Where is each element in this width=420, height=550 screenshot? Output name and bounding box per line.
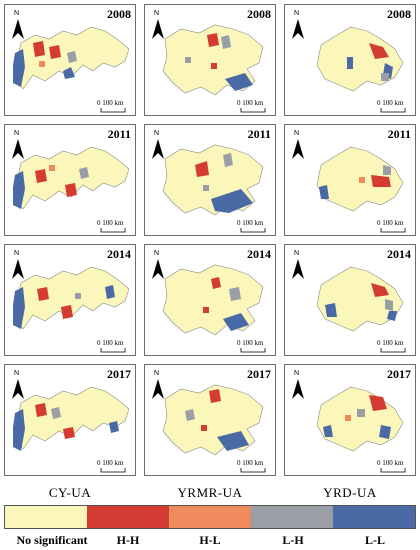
map-panel-yrmr-2011: N 2011 0 100 km	[144, 124, 276, 236]
map-panel-yrd-2011: N 2011 0 100 km	[284, 124, 416, 236]
scale-bar: 0 100 km	[237, 99, 269, 113]
yrd-ua-map	[316, 386, 404, 452]
yrmr-ua-map	[162, 384, 264, 456]
map-panel-cy-2017: N 2017 0 100 km	[4, 364, 136, 476]
year-label: 2014	[107, 247, 131, 261]
yrd-ua-map	[316, 146, 404, 212]
year-label: 2008	[247, 7, 271, 21]
legend-swatch-ll	[333, 506, 415, 528]
scale-bar: 0 100 km	[237, 459, 269, 473]
legend-label-no-significant: No significant	[16, 533, 88, 547]
north-arrow-icon: N	[151, 250, 165, 281]
cy-ua-map	[13, 266, 130, 330]
scale-bar: 0 100 km	[377, 459, 409, 473]
cy-ua-map	[13, 26, 130, 90]
yrmr-ua-map	[162, 24, 264, 96]
year-label: 2017	[107, 367, 131, 381]
cy-ua-map	[13, 386, 130, 451]
column-header-yrd-ua: YRD-UA	[323, 485, 377, 500]
north-arrow-icon: N	[291, 130, 305, 161]
north-arrow-icon: N	[11, 10, 25, 41]
map-grid: N 2008 0 100 km N 2008 0 100 km	[4, 4, 416, 476]
map-panel-yrd-2014: N 2014 0 100 km	[284, 244, 416, 356]
year-label: 2014	[387, 247, 411, 261]
legend-label-ll: L-L	[364, 533, 385, 547]
north-arrow-icon: N	[11, 130, 25, 161]
scale-bar: 0 100 km	[97, 459, 129, 473]
scale-bar: 0 100 km	[97, 99, 129, 113]
year-label: 2014	[247, 247, 271, 261]
yrd-ua-map	[316, 266, 404, 332]
column-header-cy-ua: CY-UA	[48, 485, 92, 500]
yrmr-ua-map	[162, 264, 264, 336]
north-arrow-icon: N	[151, 10, 165, 41]
scale-bar: 0 100 km	[237, 219, 269, 233]
map-panel-cy-2011: N 2011 0 100 km	[4, 124, 136, 236]
map-panel-yrmr-2017: N 2017 0 100 km	[144, 364, 276, 476]
year-label: 2011	[247, 127, 271, 141]
yrmr-ua-map	[162, 144, 264, 216]
legend-swatch-hl	[169, 506, 251, 528]
map-panel-yrmr-2014: N 2014 0 100 km	[144, 244, 276, 356]
legend-bar	[4, 505, 416, 529]
scale-bar: 0 100 km	[377, 339, 409, 353]
scale-bar: 0 100 km	[377, 99, 409, 113]
year-label: 2017	[247, 367, 271, 381]
year-label: 2017	[387, 367, 411, 381]
north-arrow-icon: N	[291, 10, 305, 41]
north-arrow-icon: N	[11, 250, 25, 281]
column-header-yrmr-ua: YRMR-UA	[177, 485, 243, 500]
year-label: 2008	[107, 7, 131, 21]
north-arrow-icon: N	[151, 370, 165, 401]
scale-bar: 0 100 km	[377, 219, 409, 233]
year-label: 2008	[387, 7, 411, 21]
legend-swatch-hh	[87, 506, 169, 528]
scale-bar: 0 100 km	[97, 339, 129, 353]
legend-swatch-no-significant	[5, 506, 87, 528]
map-panel-yrd-2017: N 2017 0 100 km	[284, 364, 416, 476]
legend-swatch-lh	[251, 506, 333, 528]
scale-bar: 0 100 km	[97, 219, 129, 233]
year-label: 2011	[387, 127, 411, 141]
north-arrow-icon: N	[151, 130, 165, 161]
cy-ua-map	[13, 146, 130, 210]
map-panel-yrd-2008: N 2008 0 100 km	[284, 4, 416, 116]
map-panel-yrmr-2008: N 2008 0 100 km	[144, 4, 276, 116]
legend-label-hh: H-H	[116, 533, 140, 547]
year-label: 2011	[107, 127, 131, 141]
yrd-ua-map	[316, 26, 404, 92]
scale-bar: 0 100 km	[237, 339, 269, 353]
map-panel-cy-2008: N 2008 0 100 km	[4, 4, 136, 116]
legend-label-lh: L-H	[282, 533, 304, 547]
legend-label-hl: H-L	[199, 533, 221, 547]
north-arrow-icon: N	[291, 370, 305, 401]
north-arrow-icon: N	[11, 370, 25, 401]
map-panel-cy-2014: N 2014 0 100 km	[4, 244, 136, 356]
north-arrow-icon: N	[291, 250, 305, 281]
